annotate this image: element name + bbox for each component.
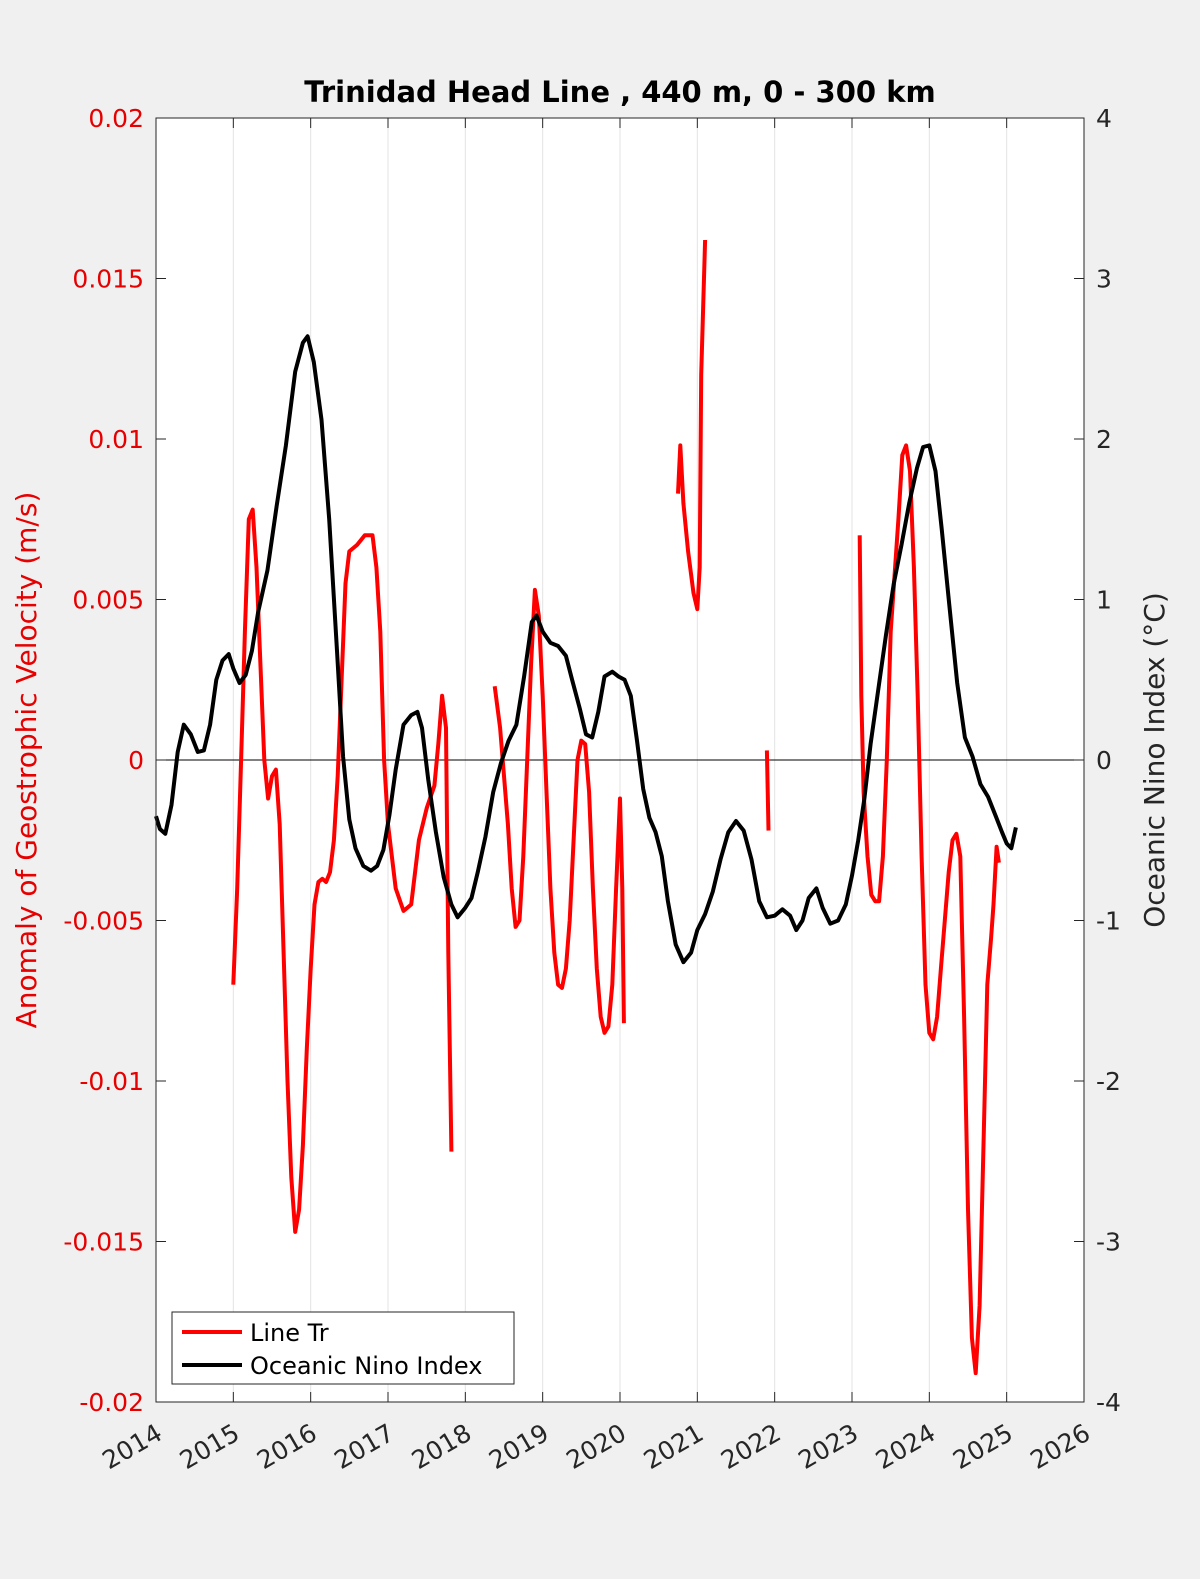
y-left-tick-label: -0.005 <box>63 907 144 936</box>
legend: Line Tr Oceanic Nino Index <box>171 1311 515 1385</box>
series-line-tr <box>764 750 771 831</box>
y-left-tick-label: -0.015 <box>63 1228 144 1257</box>
y-right-tick-label: -2 <box>1096 1067 1121 1096</box>
y-right-tick-label: 2 <box>1096 425 1112 454</box>
legend-label-oni: Oceanic Nino Index <box>250 1352 482 1380</box>
series-layer <box>154 239 1018 1376</box>
y-right-tick-label: -3 <box>1096 1228 1121 1257</box>
y-right-tick-label: 4 <box>1096 104 1112 133</box>
y-right-tick-label: -4 <box>1096 1388 1121 1417</box>
y-right-tick-label: 3 <box>1096 265 1112 294</box>
y-right-tick-label: -1 <box>1096 907 1121 936</box>
y-left-tick-label: 0.01 <box>88 425 144 454</box>
legend-box <box>171 1311 515 1385</box>
series-oceanic-nino-index <box>154 334 1018 965</box>
y-left-tick-label: 0.005 <box>72 586 144 615</box>
y-left-tick-label: -0.02 <box>79 1388 144 1417</box>
y-left-tick-label: 0.02 <box>88 104 144 133</box>
chart-title: Trinidad Head Line , 440 m, 0 - 300 km <box>304 75 935 109</box>
y-left-tick-label: 0.015 <box>72 265 144 294</box>
y-left-tick-label: 0 <box>128 746 144 775</box>
series-line-tr <box>676 239 708 612</box>
y-left-tick-label: -0.01 <box>79 1067 144 1096</box>
right-axis-label: Oceanic Nino Index (°C) <box>1138 592 1171 928</box>
series-line-tr <box>857 443 1001 1376</box>
series-line-tr <box>231 507 454 1234</box>
y-right-tick-label: 0 <box>1096 746 1112 775</box>
series-line-tr <box>492 587 626 1035</box>
left-axis-label: Anomaly of Geostrophic Velocity (m/s) <box>10 492 43 1029</box>
y-right-tick-label: 1 <box>1096 586 1112 615</box>
legend-label-line-tr: Line Tr <box>250 1319 329 1347</box>
